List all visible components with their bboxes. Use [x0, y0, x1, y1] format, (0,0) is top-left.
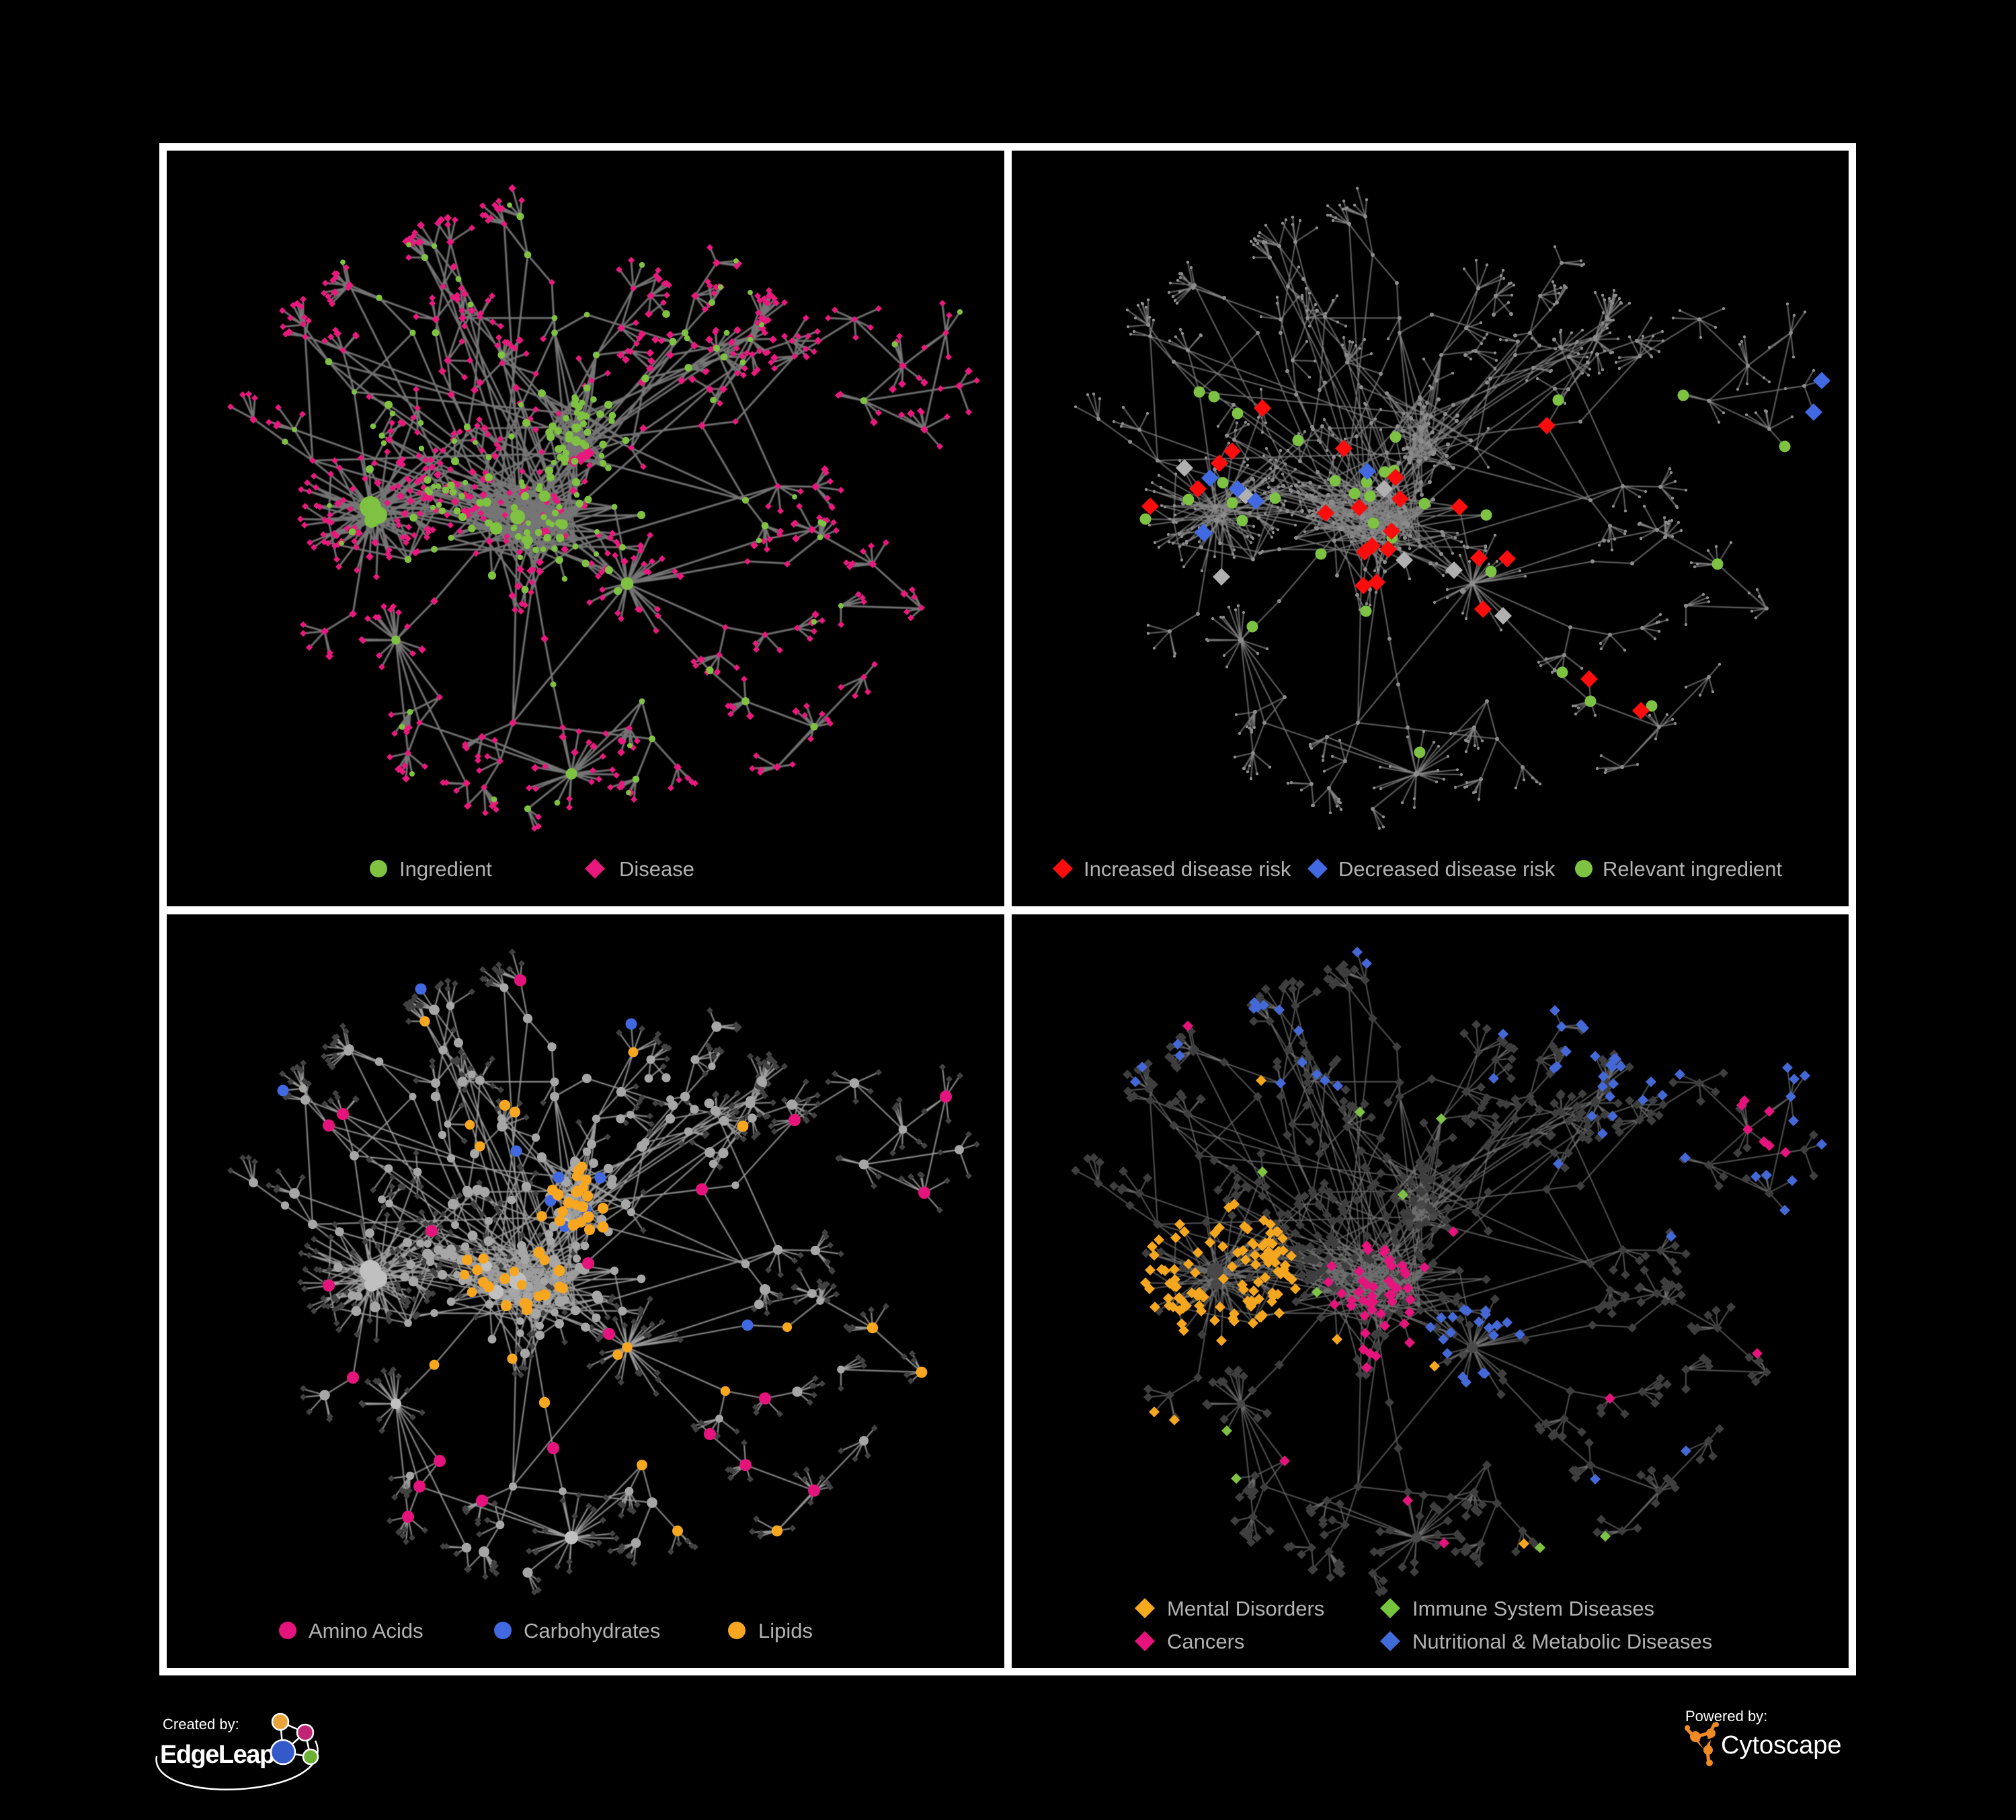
svg-text:Nutritional & Metabolic Diseas: Nutritional & Metabolic Diseases [1412, 1630, 1712, 1653]
svg-text:Created by:: Created by: [163, 1716, 239, 1733]
svg-text:Carbohydrates: Carbohydrates [524, 1619, 660, 1643]
svg-text:Disease: Disease [619, 857, 694, 881]
svg-text:Powered by:: Powered by: [1685, 1708, 1767, 1725]
svg-text:Cancers: Cancers [1167, 1630, 1244, 1653]
svg-text:Relevant ingredient: Relevant ingredient [1603, 857, 1783, 881]
svg-text:Immune System Diseases: Immune System Diseases [1412, 1597, 1654, 1620]
svg-text:Increased disease risk: Increased disease risk [1084, 857, 1291, 881]
svg-text:EdgeLeap: EdgeLeap [160, 1741, 274, 1769]
svg-text:Amino Acids: Amino Acids [309, 1619, 424, 1643]
svg-text:Lipids: Lipids [758, 1619, 813, 1643]
svg-text:Cytoscape: Cytoscape [1721, 1731, 1842, 1759]
svg-text:Mental Disorders: Mental Disorders [1167, 1597, 1324, 1620]
svg-text:Ingredient: Ingredient [399, 857, 492, 881]
svg-text:Decreased disease risk: Decreased disease risk [1338, 857, 1556, 881]
